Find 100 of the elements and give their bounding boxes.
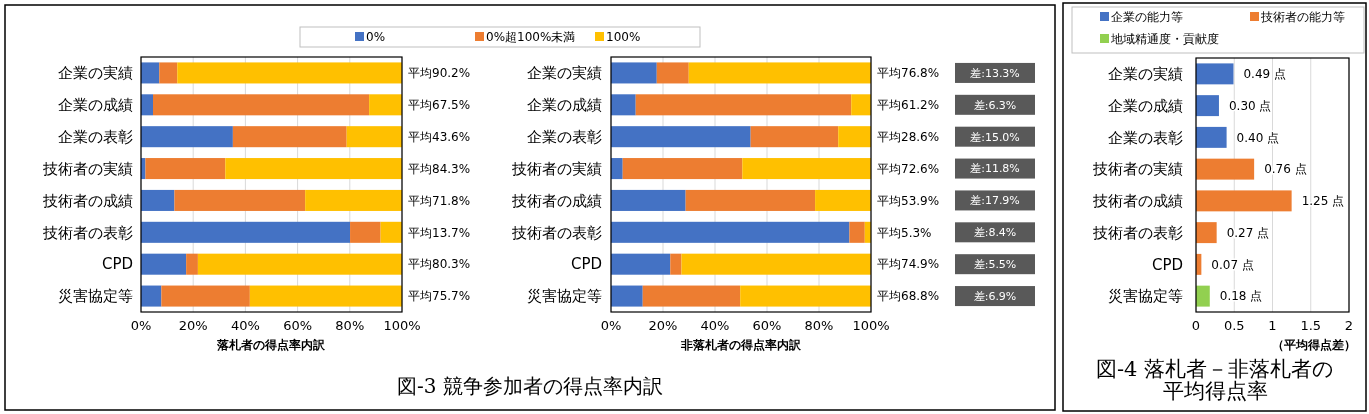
bar xyxy=(159,62,178,84)
bar xyxy=(153,94,370,116)
x-tick-label: 80% xyxy=(335,318,365,333)
y-tick-label: 企業の成績 xyxy=(58,96,133,115)
bar xyxy=(141,285,162,307)
bar xyxy=(1196,285,1210,307)
bar xyxy=(851,94,871,116)
x-tick-label: 40% xyxy=(230,318,260,333)
data-label: 0.40 点 xyxy=(1236,130,1280,145)
text: 差:17.9% xyxy=(970,194,1020,208)
total-label: 平均61.2% xyxy=(877,98,940,113)
total-label: 平均90.2% xyxy=(408,66,471,81)
bar xyxy=(346,126,402,148)
bar xyxy=(369,94,402,116)
total-label: 平均67.5% xyxy=(408,98,471,113)
bar xyxy=(740,285,871,307)
data-label: 0.18 点 xyxy=(1219,289,1263,304)
total-label: 平均5.3% xyxy=(877,225,932,240)
bar xyxy=(838,126,871,148)
total-label: 平均75.7% xyxy=(408,289,471,304)
bar xyxy=(141,94,154,116)
total-label: 平均43.6% xyxy=(408,129,471,144)
total-label: 平均80.3% xyxy=(408,257,471,272)
x-tick-label: 40% xyxy=(700,318,730,333)
bar xyxy=(350,221,381,243)
y-tick-label: 技術者の成績 xyxy=(1092,192,1183,211)
bar xyxy=(681,253,871,275)
bar xyxy=(611,285,643,307)
text: 差:5.5% xyxy=(973,258,1017,272)
y-tick-label: CPD xyxy=(101,255,133,274)
bar xyxy=(1196,190,1292,212)
total-label: 平均76.8% xyxy=(877,66,940,81)
total-label: 平均72.6% xyxy=(877,161,940,176)
bar xyxy=(145,158,226,180)
legend-label: 技術者の能力等 xyxy=(1260,10,1345,25)
bar xyxy=(174,189,306,211)
y-tick-label: 技術者の実績 xyxy=(511,159,602,178)
total-label: 平均74.9% xyxy=(877,257,940,272)
y-tick-label: 企業の表彰 xyxy=(58,127,133,146)
legend-label: 企業の能力等 xyxy=(1111,10,1183,25)
data-label: 0.76 点 xyxy=(1264,162,1307,177)
x-tick-label: 80% xyxy=(804,318,834,333)
bar xyxy=(611,189,686,211)
y-tick-label: 企業の実績 xyxy=(1108,65,1183,84)
bar xyxy=(611,253,671,275)
bar xyxy=(305,189,402,211)
data-label: 0.49 点 xyxy=(1243,67,1287,82)
x-tick-label: 2 xyxy=(1344,318,1354,333)
bar xyxy=(177,62,402,84)
bar xyxy=(1196,63,1234,85)
bar xyxy=(225,158,402,180)
data-label: 0.27 点 xyxy=(1226,225,1270,240)
text: 図-3 競争参加者の得点率内訳 xyxy=(397,374,663,398)
bar xyxy=(611,94,636,116)
x-tick-label: 100% xyxy=(383,318,421,333)
y-tick-label: 技術者の成績 xyxy=(511,191,602,210)
x-tick-label: 20% xyxy=(178,318,208,333)
x-axis-title: 非落札者の得点率内訳 xyxy=(680,338,802,352)
bar xyxy=(611,158,623,180)
bar xyxy=(849,221,865,243)
data-label: 0.30 点 xyxy=(1228,98,1272,113)
bar xyxy=(656,62,689,84)
x-tick-label: 20% xyxy=(648,318,678,333)
total-label: 平均13.7% xyxy=(408,225,471,240)
y-tick-label: 技術者の表彰 xyxy=(1092,223,1183,242)
x-axis-title: 落札者の得点率内訳 xyxy=(216,338,326,352)
total-label: 平均71.8% xyxy=(408,193,471,208)
bar xyxy=(380,221,402,243)
y-tick-label: 技術者の成績 xyxy=(42,191,133,210)
total-label: 平均53.9% xyxy=(877,193,940,208)
y-tick-label: 技術者の表彰 xyxy=(511,223,602,242)
x-tick-label: 1.5 xyxy=(1300,318,1322,333)
bar xyxy=(186,253,198,275)
bar xyxy=(635,94,852,116)
x-tick-label: 100% xyxy=(852,318,890,333)
text: 差:13.3% xyxy=(970,66,1020,80)
bar xyxy=(611,221,850,243)
y-tick-label: 技術者の表彰 xyxy=(42,223,133,242)
y-tick-label: CPD xyxy=(570,255,602,274)
bar xyxy=(232,126,347,148)
text: 差:11.8% xyxy=(970,162,1020,176)
x-tick-label: 0.5 xyxy=(1223,318,1245,333)
x-tick-label: 1 xyxy=(1268,318,1277,333)
y-tick-label: 企業の実績 xyxy=(58,64,133,83)
bar xyxy=(141,221,351,243)
bar xyxy=(688,62,871,84)
y-tick-label: 災害協定等 xyxy=(527,287,602,306)
y-tick-label: 災害協定等 xyxy=(58,287,133,306)
bar xyxy=(642,285,741,307)
x-tick-label: 60% xyxy=(752,318,782,333)
bar xyxy=(750,126,839,148)
bar xyxy=(742,158,871,180)
y-tick-label: 企業の表彰 xyxy=(1108,128,1183,147)
bar xyxy=(685,189,816,211)
x-tick-label: 0% xyxy=(600,318,622,333)
text: 図-4 落札者－非落札者の平均得点率 xyxy=(1095,357,1335,404)
y-tick-label: CPD xyxy=(1151,255,1183,274)
x-axis-title: （平均得点差） xyxy=(1272,338,1356,352)
x-tick-label: 0% xyxy=(130,318,152,333)
bar xyxy=(141,189,175,211)
